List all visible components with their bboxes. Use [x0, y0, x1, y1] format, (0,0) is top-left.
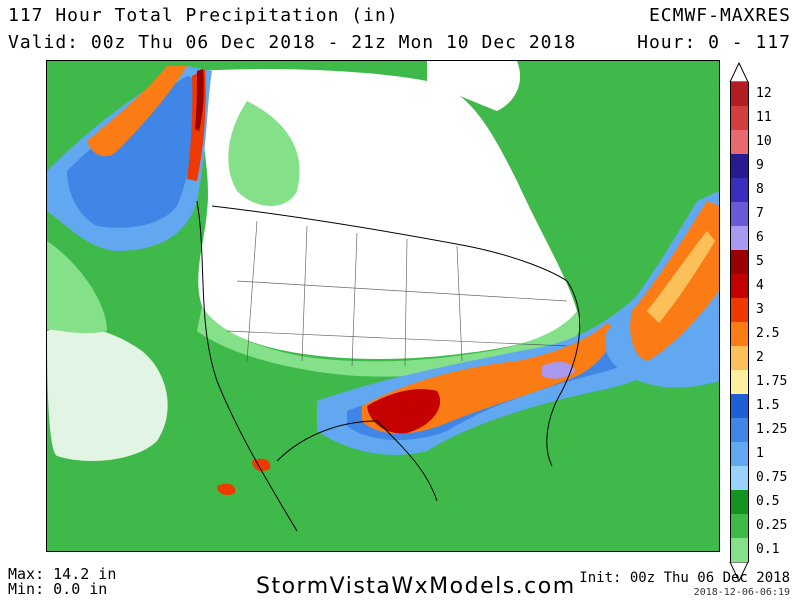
map-title: 117 Hour Total Precipitation (in) [8, 5, 399, 26]
min-value: Min: 0.0 in [8, 580, 108, 598]
legend-label: 1 [756, 446, 764, 461]
legend-swatch [730, 442, 749, 466]
legend-label: 1.5 [756, 398, 780, 413]
precipitation-map [46, 60, 720, 552]
legend-label: 0.1 [756, 542, 780, 557]
legend-label: 10 [756, 134, 772, 149]
legend-swatch [730, 322, 749, 346]
legend-swatch [730, 538, 749, 562]
legend-swatch [730, 346, 749, 370]
legend-label: 12 [756, 86, 772, 101]
legend-swatch [730, 106, 749, 130]
legend-swatch [730, 394, 749, 418]
mexico-red-spot-2 [217, 483, 236, 495]
legend-swatch [730, 130, 749, 154]
legend-label: 6 [756, 230, 764, 245]
legend-swatch [730, 202, 749, 226]
model-name: ECMWF-MAXRES [648, 5, 791, 26]
max-value: Max: 14.2 in [8, 565, 117, 583]
dry-region-southwest [47, 326, 168, 461]
legend-down-arrow-icon [729, 562, 749, 582]
legend-label: 5 [756, 254, 764, 269]
legend-swatch [730, 250, 749, 274]
legend-label: 7 [756, 206, 764, 221]
state-lines [226, 220, 568, 367]
pacific-orange-band [87, 66, 187, 157]
legend-swatch [730, 418, 749, 442]
legend-swatch [730, 298, 749, 322]
valid-time-range: Valid: 00z Thu 06 Dec 2018 - 21z Mon 10 … [8, 32, 577, 53]
legend-label: 11 [756, 110, 772, 125]
legend-label: 0.75 [756, 470, 788, 485]
legend-up-arrow-icon [729, 62, 749, 82]
init-time: Init: 00z Thu 06 Dec 2018 [579, 570, 790, 586]
south-purple-spot [542, 361, 575, 379]
legend-swatch [730, 466, 749, 490]
boundary-lines [196, 200, 581, 532]
legend-label: 8 [756, 182, 764, 197]
legend-swatch [730, 226, 749, 250]
coast-red-streak [195, 69, 204, 131]
site-watermark: StormVistaWxModels.com [256, 574, 576, 599]
legend-swatch [730, 178, 749, 202]
legend-label: 9 [756, 158, 764, 173]
legend-swatch [730, 370, 749, 394]
legend-label: 3 [756, 302, 764, 317]
south-red-core [367, 389, 441, 434]
legend-label: 0.5 [756, 494, 780, 509]
legend-label: 0.25 [756, 518, 788, 533]
legend-swatch [730, 514, 749, 538]
legend-label: 1.75 [756, 374, 788, 389]
light-green-zone-2 [228, 101, 300, 206]
legend-label: 2.5 [756, 326, 780, 341]
legend-swatch [730, 490, 749, 514]
legend-label: 4 [756, 278, 764, 293]
light-green-zone-3 [47, 241, 107, 334]
precipitation-legend: 12 11 10 9 8 7 6 5 4 3 2.5 2 1.75 1.5 1.25 1 0.75 0.5 0.25… [728, 62, 800, 582]
generated-timestamp: 2018-12-06-06:19 [693, 587, 790, 598]
legend-swatch [730, 82, 749, 106]
forecast-hour-range: Hour: 0 - 117 [637, 32, 791, 53]
legend-swatch [730, 274, 749, 298]
pacific-blue-band-inner [67, 76, 202, 228]
legend-swatch [730, 154, 749, 178]
legend-label: 1.25 [756, 422, 788, 437]
legend-label: 2 [756, 350, 764, 365]
atlantic-yellow-band [647, 231, 715, 323]
dry-region-north [427, 61, 521, 111]
